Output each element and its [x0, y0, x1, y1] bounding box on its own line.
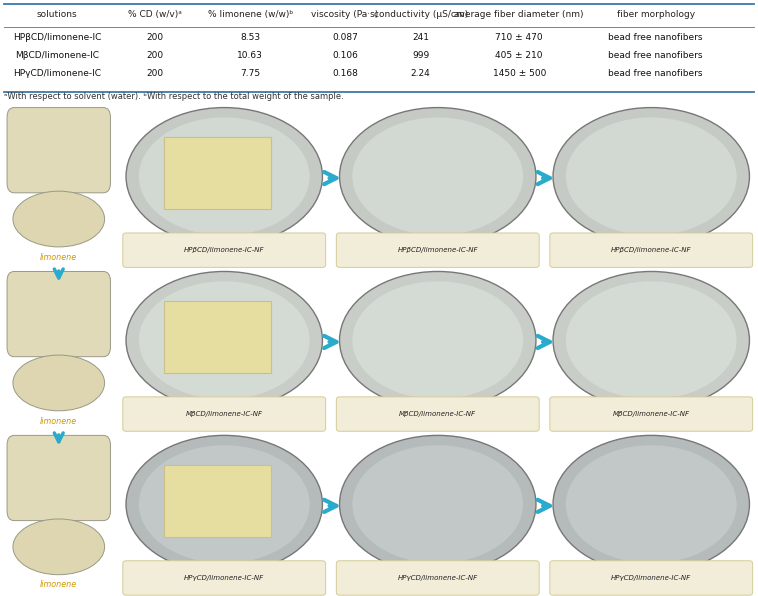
Text: HPβCD/limonene-IC-NF: HPβCD/limonene-IC-NF [397, 247, 478, 253]
Text: MβCD/limonene-IC-NF: MβCD/limonene-IC-NF [399, 411, 476, 417]
Ellipse shape [352, 445, 523, 563]
Text: conductivity (μS/cm): conductivity (μS/cm) [374, 10, 468, 19]
FancyBboxPatch shape [7, 271, 111, 356]
Text: ᵃWith respect to solvent (water). ᵇWith respect to the total weight of the sampl: ᵃWith respect to solvent (water). ᵇWith … [4, 92, 343, 101]
Text: 1450 ± 500: 1450 ± 500 [493, 69, 546, 77]
Ellipse shape [352, 117, 523, 235]
Text: viscosity (Pa·s): viscosity (Pa·s) [312, 10, 378, 19]
Ellipse shape [565, 445, 737, 563]
FancyBboxPatch shape [550, 561, 753, 595]
Text: % limonene (w/w)ᵇ: % limonene (w/w)ᵇ [208, 10, 293, 19]
Text: fiber morphology: fiber morphology [616, 10, 695, 19]
Ellipse shape [13, 519, 105, 575]
Ellipse shape [126, 435, 322, 573]
FancyBboxPatch shape [337, 561, 539, 595]
Ellipse shape [565, 281, 737, 399]
Text: HPβCD/limonene-IC-NF: HPβCD/limonene-IC-NF [611, 247, 691, 253]
Ellipse shape [340, 271, 536, 409]
FancyBboxPatch shape [337, 233, 539, 268]
Text: 0.168: 0.168 [332, 69, 358, 77]
Ellipse shape [553, 107, 750, 246]
FancyBboxPatch shape [123, 233, 326, 268]
Ellipse shape [565, 117, 737, 235]
Text: HPγCD/limonene-IC-NF: HPγCD/limonene-IC-NF [184, 575, 265, 581]
Ellipse shape [340, 435, 536, 573]
Text: 7.75: 7.75 [240, 69, 260, 77]
Text: 0.087: 0.087 [332, 33, 358, 42]
FancyBboxPatch shape [164, 465, 271, 537]
Text: 405 ± 210: 405 ± 210 [496, 51, 543, 60]
Text: solutions: solutions [36, 10, 77, 19]
Ellipse shape [340, 107, 536, 246]
FancyBboxPatch shape [550, 233, 753, 268]
Text: MβCD/limonene-IC: MβCD/limonene-IC [15, 51, 99, 60]
Text: HPβCD/limonene-IC: HPβCD/limonene-IC [13, 33, 101, 42]
Text: 200: 200 [147, 33, 164, 42]
Ellipse shape [13, 191, 105, 247]
Text: HPγCD/limonene-IC-NF: HPγCD/limonene-IC-NF [611, 575, 691, 581]
Ellipse shape [139, 281, 310, 399]
Text: bead free nanofibers: bead free nanofibers [609, 51, 703, 60]
FancyBboxPatch shape [123, 561, 326, 595]
Text: 200: 200 [147, 51, 164, 60]
FancyBboxPatch shape [337, 397, 539, 432]
Text: HPγCD/limonene-IC-NF: HPγCD/limonene-IC-NF [398, 575, 478, 581]
Ellipse shape [553, 435, 750, 573]
Text: bead free nanofibers: bead free nanofibers [609, 33, 703, 42]
Text: 8.53: 8.53 [240, 33, 260, 42]
FancyBboxPatch shape [550, 397, 753, 432]
Text: 0.106: 0.106 [332, 51, 358, 60]
Text: HPβCD/limonene-IC-NF: HPβCD/limonene-IC-NF [184, 247, 265, 253]
Ellipse shape [13, 355, 105, 411]
Text: average fiber diameter (nm): average fiber diameter (nm) [455, 10, 584, 19]
Text: limonene: limonene [40, 581, 77, 589]
FancyBboxPatch shape [123, 397, 326, 432]
FancyBboxPatch shape [164, 137, 271, 209]
Text: 200: 200 [147, 69, 164, 77]
Ellipse shape [139, 445, 310, 563]
FancyBboxPatch shape [164, 301, 271, 373]
Ellipse shape [126, 107, 322, 246]
Text: MβCD/limonene-IC-NF: MβCD/limonene-IC-NF [612, 411, 690, 417]
Text: HPγCD/limonene-IC: HPγCD/limonene-IC [13, 69, 101, 77]
Text: % CD (w/v)ᵃ: % CD (w/v)ᵃ [128, 10, 183, 19]
Ellipse shape [139, 117, 310, 235]
Text: limonene: limonene [40, 253, 77, 262]
Text: 10.63: 10.63 [237, 51, 263, 60]
Text: 710 ± 470: 710 ± 470 [496, 33, 543, 42]
Text: 2.24: 2.24 [411, 69, 431, 77]
Text: limonene: limonene [40, 417, 77, 426]
Ellipse shape [126, 271, 322, 409]
Text: MβCD/limonene-IC-NF: MβCD/limonene-IC-NF [186, 411, 263, 417]
Text: bead free nanofibers: bead free nanofibers [609, 69, 703, 77]
Ellipse shape [553, 271, 750, 409]
FancyBboxPatch shape [7, 107, 111, 193]
Ellipse shape [352, 281, 523, 399]
Text: 999: 999 [412, 51, 429, 60]
FancyBboxPatch shape [7, 435, 111, 521]
Text: 241: 241 [412, 33, 429, 42]
